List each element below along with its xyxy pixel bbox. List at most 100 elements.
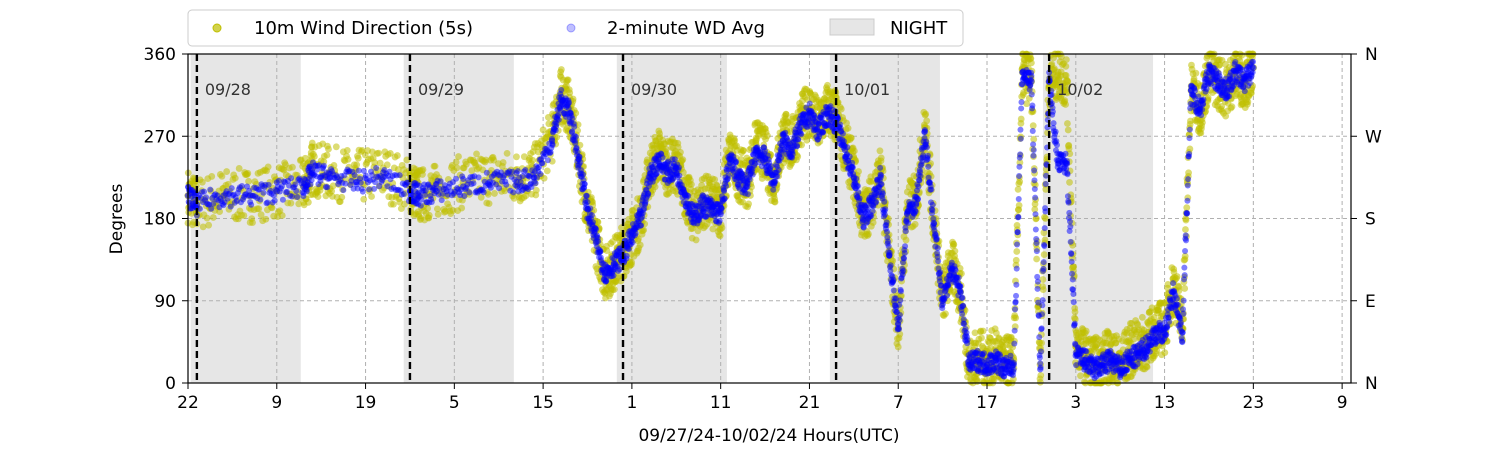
data-point bbox=[879, 190, 886, 197]
data-point bbox=[837, 105, 845, 113]
data-point bbox=[662, 145, 670, 153]
data-point bbox=[603, 247, 611, 254]
data-point bbox=[470, 180, 477, 187]
data-point bbox=[1077, 372, 1084, 380]
data-point bbox=[1033, 255, 1041, 263]
data-point bbox=[1173, 273, 1181, 280]
data-point bbox=[676, 172, 683, 179]
data-point bbox=[1066, 178, 1073, 186]
grid-layer bbox=[187, 53, 1351, 384]
data-point bbox=[1040, 251, 1048, 258]
data-point bbox=[304, 198, 312, 206]
data-point bbox=[789, 151, 796, 158]
data-point bbox=[723, 183, 730, 190]
data-point bbox=[555, 116, 562, 123]
data-point bbox=[289, 193, 296, 200]
data-point bbox=[564, 76, 572, 84]
data-point bbox=[539, 126, 547, 134]
data-point bbox=[485, 200, 493, 208]
data-point bbox=[203, 194, 210, 201]
data-point bbox=[571, 123, 578, 130]
data-point bbox=[557, 66, 565, 73]
data-point bbox=[942, 310, 949, 318]
data-point bbox=[846, 153, 853, 160]
data-point bbox=[739, 147, 747, 155]
data-point bbox=[679, 156, 687, 164]
data-point bbox=[208, 173, 216, 180]
data-point bbox=[921, 127, 928, 134]
data-point bbox=[725, 172, 732, 179]
data-point bbox=[676, 164, 683, 171]
data-point bbox=[895, 326, 902, 333]
data-point bbox=[288, 175, 295, 182]
data-point bbox=[329, 182, 337, 190]
data-point bbox=[1062, 62, 1070, 70]
data-point bbox=[238, 183, 245, 190]
data-point bbox=[881, 198, 888, 205]
data-point bbox=[1038, 339, 1045, 347]
data-point bbox=[1042, 215, 1049, 222]
data-point bbox=[260, 189, 267, 196]
data-point bbox=[453, 175, 460, 182]
data-point bbox=[1027, 59, 1035, 67]
data-point bbox=[569, 115, 576, 122]
data-point bbox=[310, 153, 318, 160]
data-point bbox=[1012, 256, 1020, 264]
data-point bbox=[265, 181, 272, 188]
data-point bbox=[610, 286, 618, 293]
data-point bbox=[623, 252, 630, 259]
data-point bbox=[1039, 286, 1047, 294]
data-point bbox=[558, 87, 565, 94]
data-point bbox=[475, 174, 482, 181]
data-point bbox=[731, 137, 739, 144]
data-point bbox=[223, 168, 231, 175]
data-point bbox=[354, 154, 362, 162]
data-point bbox=[979, 327, 987, 335]
data-point bbox=[355, 167, 362, 174]
data-point bbox=[373, 164, 380, 171]
data-point bbox=[902, 228, 909, 235]
data-point bbox=[839, 130, 846, 137]
data-point bbox=[1062, 101, 1070, 108]
data-point bbox=[1182, 216, 1190, 224]
data-point bbox=[1015, 201, 1023, 209]
data-point bbox=[314, 193, 322, 201]
data-point bbox=[566, 89, 574, 97]
data-point bbox=[782, 111, 790, 118]
data-point bbox=[235, 165, 243, 172]
data-point bbox=[351, 172, 358, 179]
data-point bbox=[912, 208, 919, 215]
data-point bbox=[771, 198, 779, 206]
data-point bbox=[645, 190, 652, 197]
data-point bbox=[249, 219, 256, 226]
data-point bbox=[513, 153, 520, 161]
data-point bbox=[688, 180, 695, 188]
data-point bbox=[390, 200, 397, 208]
data-point bbox=[324, 184, 331, 191]
data-point bbox=[532, 180, 539, 187]
data-point bbox=[371, 185, 378, 192]
data-point bbox=[901, 250, 908, 257]
night-shading-layer bbox=[190, 54, 1154, 383]
data-point bbox=[878, 181, 885, 188]
data-point bbox=[855, 168, 862, 175]
data-point bbox=[473, 150, 480, 158]
data-point bbox=[911, 220, 919, 228]
data-point bbox=[820, 129, 827, 136]
data-point bbox=[218, 172, 226, 180]
data-point bbox=[925, 163, 932, 170]
data-point bbox=[400, 190, 407, 197]
data-point bbox=[774, 173, 781, 180]
data-point bbox=[855, 189, 862, 196]
data-point bbox=[431, 162, 439, 170]
data-point bbox=[636, 241, 644, 249]
data-point bbox=[623, 267, 630, 275]
data-point bbox=[365, 186, 372, 193]
data-point bbox=[744, 191, 751, 198]
data-point bbox=[383, 161, 391, 169]
data-point bbox=[452, 158, 460, 166]
data-point bbox=[711, 176, 719, 183]
data-point bbox=[1182, 226, 1189, 233]
data-point bbox=[595, 238, 602, 245]
data-point bbox=[853, 175, 860, 182]
